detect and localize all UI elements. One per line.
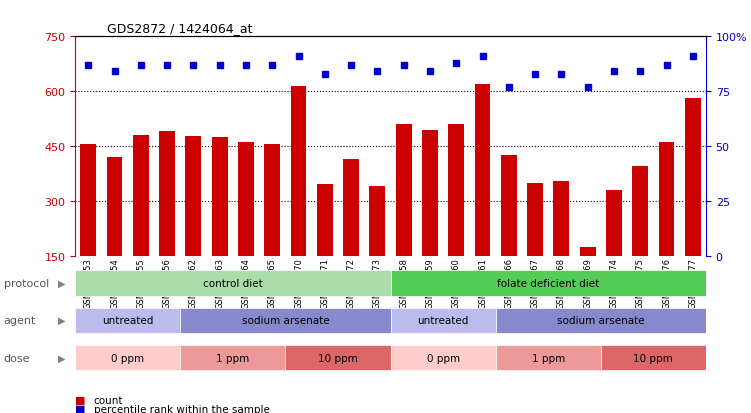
- Text: 10 ppm: 10 ppm: [318, 353, 357, 363]
- Bar: [685, 99, 701, 256]
- Bar: [75, 308, 180, 333]
- Bar: [606, 190, 622, 256]
- Bar: [264, 145, 280, 256]
- Bar: [75, 345, 180, 370]
- Text: ▶: ▶: [58, 316, 65, 325]
- Bar: [133, 135, 149, 256]
- Bar: [238, 143, 254, 256]
- Text: count: count: [94, 395, 123, 405]
- Bar: [496, 308, 706, 333]
- Bar: [369, 187, 385, 256]
- Text: 1 ppm: 1 ppm: [216, 353, 249, 363]
- Bar: [107, 157, 122, 256]
- Text: folate deficient diet: folate deficient diet: [497, 278, 599, 288]
- Bar: [212, 138, 228, 256]
- Text: 10 ppm: 10 ppm: [634, 353, 673, 363]
- Text: protocol: protocol: [4, 278, 49, 288]
- Text: GDS2872 / 1424064_at: GDS2872 / 1424064_at: [107, 21, 252, 35]
- Bar: [580, 247, 596, 256]
- Text: ■: ■: [75, 395, 86, 405]
- Text: 1 ppm: 1 ppm: [532, 353, 565, 363]
- Bar: [448, 125, 464, 256]
- Bar: [632, 167, 648, 256]
- Bar: [601, 345, 706, 370]
- Text: sodium arsenate: sodium arsenate: [242, 316, 329, 325]
- Text: ▶: ▶: [58, 278, 65, 288]
- Bar: [391, 308, 496, 333]
- Text: dose: dose: [4, 353, 30, 363]
- Bar: [180, 308, 391, 333]
- Bar: [80, 145, 96, 256]
- Text: untreated: untreated: [102, 316, 153, 325]
- Text: sodium arsenate: sodium arsenate: [557, 316, 644, 325]
- Bar: [659, 143, 674, 256]
- Bar: [391, 345, 496, 370]
- Bar: [496, 345, 601, 370]
- Bar: [501, 156, 517, 256]
- Text: control diet: control diet: [203, 278, 263, 288]
- Bar: [180, 345, 285, 370]
- Bar: [422, 130, 438, 256]
- Bar: [159, 132, 175, 256]
- Text: 0 ppm: 0 ppm: [427, 353, 460, 363]
- Bar: [317, 185, 333, 256]
- Bar: [291, 86, 306, 256]
- Bar: [343, 159, 359, 256]
- Bar: [553, 181, 569, 256]
- Bar: [391, 271, 706, 296]
- Text: untreated: untreated: [418, 316, 469, 325]
- Text: percentile rank within the sample: percentile rank within the sample: [94, 404, 270, 413]
- Text: 0 ppm: 0 ppm: [111, 353, 144, 363]
- Text: ■: ■: [75, 404, 86, 413]
- Bar: [75, 271, 391, 296]
- Text: agent: agent: [4, 316, 36, 325]
- Bar: [185, 136, 201, 256]
- Bar: [475, 85, 490, 256]
- Bar: [527, 183, 543, 256]
- Bar: [285, 345, 391, 370]
- Bar: [396, 125, 412, 256]
- Text: ▶: ▶: [58, 353, 65, 363]
